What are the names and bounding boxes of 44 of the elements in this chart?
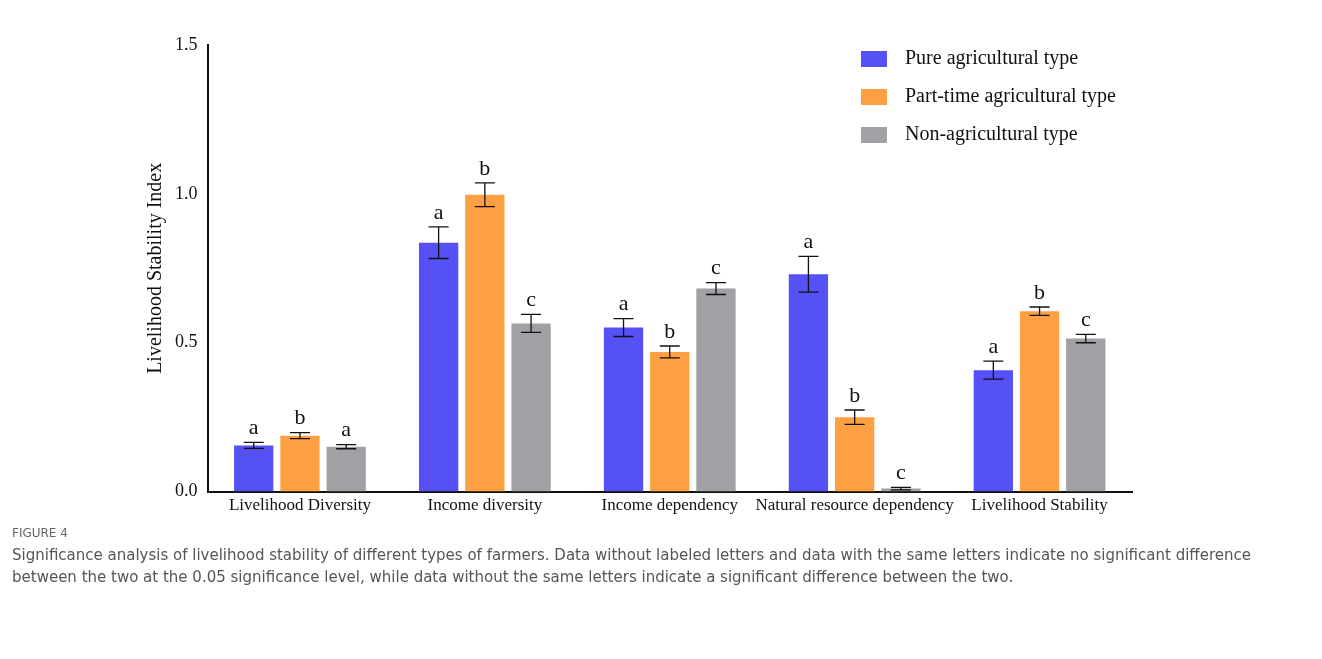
bar — [973, 370, 1013, 492]
bar — [280, 435, 320, 492]
data-label: a — [248, 414, 259, 440]
data-label: b — [849, 381, 861, 407]
x-tick-label: Livelihood Stability — [971, 495, 1109, 515]
data-label: a — [433, 198, 444, 224]
data-label: a — [988, 332, 999, 358]
data-label: b — [294, 404, 306, 430]
bar — [1019, 311, 1060, 492]
x-tick-label: Income diversity — [427, 495, 543, 515]
x-tick-label: Livelihood Diversity — [228, 495, 372, 515]
bar — [603, 327, 644, 492]
data-label: b — [664, 317, 676, 343]
data-label: b — [1034, 278, 1046, 304]
y-tick-label: 1.0 — [175, 182, 198, 203]
data-label: c — [895, 459, 906, 485]
bar — [326, 446, 366, 492]
data-label: c — [711, 254, 722, 280]
bar — [1066, 338, 1106, 492]
bar — [418, 242, 459, 492]
legend-label: Non-agricultural type — [904, 122, 1078, 146]
bar — [788, 274, 829, 492]
bar — [650, 351, 690, 492]
y-axis-title: Livelihood Stability Index — [143, 162, 167, 374]
data-label: c — [1080, 306, 1091, 332]
text: Significance analysis of livelihood stability of different types of farmers. Data without labeled letters and data with the same letters indicate no significant difference between the two at the 0.05 significance level, while data without the same letters indicate a significant difference between the two. — [12, 545, 1252, 588]
bar — [234, 445, 274, 492]
data-label: a — [803, 228, 814, 254]
data-label: b — [479, 154, 491, 180]
caption: FIGURE 4 — [12, 526, 69, 540]
y-tick-label: 0.0 — [175, 480, 198, 501]
bar — [835, 417, 875, 492]
data-label: a — [341, 416, 352, 442]
bar — [465, 194, 505, 492]
bar — [511, 323, 551, 492]
legend-label: Pure agricultural type — [904, 46, 1079, 70]
y-tick-label: 1.5 — [175, 33, 198, 54]
x-tick-label: Natural resource dependency — [755, 495, 955, 515]
data-label: c — [526, 286, 537, 312]
bar — [696, 288, 736, 492]
legend-label: Part-time agricultural type — [904, 84, 1117, 108]
data-label: a — [618, 290, 629, 316]
x-tick-label: Income dependency — [601, 495, 739, 515]
y-tick-label: 0.5 — [175, 331, 198, 352]
